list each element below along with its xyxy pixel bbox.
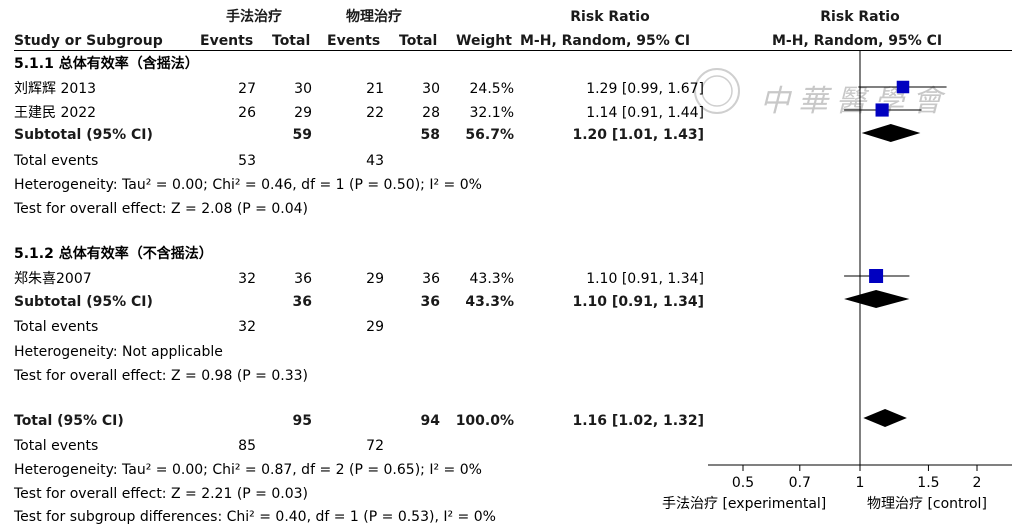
heterogeneity-text: Heterogeneity: Not applicable [14, 344, 223, 360]
method-plot-header: M-H, Random, 95% CI [772, 33, 943, 49]
study-weight: 24.5% [469, 81, 514, 97]
ctrl-events: 21 [366, 81, 384, 97]
x-tick-label: 1.5 [917, 475, 939, 491]
exp-total: 36 [294, 271, 312, 287]
exp-events: 32 [238, 271, 256, 287]
subtotal-weight: 43.3% [465, 294, 514, 310]
subtotal-exp-total: 59 [292, 127, 312, 143]
subtotal-ctrl-total: 58 [420, 127, 440, 143]
ctrl-total-header: Total [399, 33, 438, 49]
control-group-header: 物理治疗 [346, 9, 402, 25]
study-name: 王建民 2022 [14, 105, 97, 121]
ctrl-events: 29 [366, 271, 384, 287]
method-header: M-H, Random, 95% CI [520, 33, 691, 49]
study-name: 刘辉辉 2013 [14, 81, 97, 97]
overall-weight: 100.0% [455, 413, 514, 429]
total-events-label: Total events [14, 319, 99, 335]
overall-total-label: Total (95% CI) [14, 413, 124, 429]
favours-experimental-label: 手法治疗 [experimental] [662, 496, 827, 512]
x-tick-label: 0.7 [789, 475, 811, 491]
subtotal-exp-total: 36 [292, 294, 312, 310]
watermark-text: 中華醫學會 [760, 84, 950, 119]
x-tick-label: 1 [856, 475, 865, 491]
exp-total-header: Total [272, 33, 311, 49]
subgroup-2-title: 5.1.2 总体有效率（不含摇法） [14, 246, 213, 262]
study-ci: 1.14 [0.91, 1.44] [586, 105, 704, 121]
ctrl-events: 22 [366, 105, 384, 121]
overall-effect-text: Test for overall effect: Z = 2.21 (P = 0… [14, 486, 308, 502]
overall-ci: 1.16 [1.02, 1.32] [572, 413, 705, 429]
overall-heterogeneity-text: Heterogeneity: Tau² = 0.00; Chi² = 0.87,… [14, 462, 482, 478]
subtotal-weight: 56.7% [465, 127, 514, 143]
risk-ratio-header: Risk Ratio [570, 9, 650, 25]
watermark-seal-icon [694, 68, 740, 114]
overall-total-events-ctrl: 72 [366, 438, 384, 454]
study-weight: 43.3% [469, 271, 514, 287]
total-events-label: Total events [14, 153, 99, 169]
ctrl-events-header: Events [327, 33, 381, 49]
study-effect-marker [869, 269, 884, 283]
total-events-ctrl: 29 [366, 319, 384, 335]
overall-total-events-exp: 85 [238, 438, 256, 454]
total-events-exp: 32 [238, 319, 256, 335]
subtotal-ctrl-total: 36 [420, 294, 440, 310]
x-tick-label: 0.5 [732, 475, 754, 491]
study-ci: 1.10 [0.91, 1.34] [586, 271, 704, 287]
summary-diamond [861, 124, 921, 142]
study-name: 郑朱喜2007 [14, 271, 92, 287]
study-effect-marker [875, 103, 889, 117]
summary-diamond [863, 409, 907, 427]
overall-exp-total: 95 [292, 413, 312, 429]
study-weight: 32.1% [469, 105, 514, 121]
ctrl-total: 28 [422, 105, 440, 121]
study-ci: 1.29 [0.99, 1.67] [586, 81, 704, 97]
summary-diamond [844, 290, 910, 308]
exp-total: 30 [294, 81, 312, 97]
exp-events: 26 [238, 105, 256, 121]
subtotal-label: Subtotal (95% CI) [14, 127, 153, 143]
overall-effect-text: Test for overall effect: Z = 2.08 (P = 0… [14, 201, 308, 217]
overall-effect-text: Test for overall effect: Z = 0.98 (P = 0… [14, 368, 308, 384]
total-events-exp: 53 [238, 153, 256, 169]
overall-ctrl-total: 94 [420, 413, 440, 429]
weight-header: Weight [456, 33, 512, 49]
subtotal-ci: 1.10 [0.91, 1.34] [572, 294, 705, 310]
subgroup-1-title: 5.1.1 总体有效率（含摇法） [14, 56, 199, 72]
risk-ratio-plot-header: Risk Ratio [820, 9, 900, 25]
x-tick-label: 2 [973, 475, 982, 491]
exp-events-header: Events [200, 33, 254, 49]
study-effect-marker [896, 80, 910, 94]
subtotal-label: Subtotal (95% CI) [14, 294, 153, 310]
exp-total: 29 [294, 105, 312, 121]
heterogeneity-text: Heterogeneity: Tau² = 0.00; Chi² = 0.46,… [14, 177, 482, 193]
overall-total-events-label: Total events [14, 438, 99, 454]
total-events-ctrl: 43 [366, 153, 384, 169]
study-column-header: Study or Subgroup [14, 33, 163, 49]
subgroup-differences-text: Test for subgroup differences: Chi² = 0.… [14, 509, 496, 525]
ctrl-total: 30 [422, 81, 440, 97]
favours-control-label: 物理治疗 [control] [867, 496, 987, 512]
experimental-group-header: 手法治疗 [226, 9, 282, 25]
header-rule [14, 50, 1012, 51]
exp-events: 27 [238, 81, 256, 97]
subtotal-ci: 1.20 [1.01, 1.43] [572, 127, 705, 143]
ctrl-total: 36 [422, 271, 440, 287]
